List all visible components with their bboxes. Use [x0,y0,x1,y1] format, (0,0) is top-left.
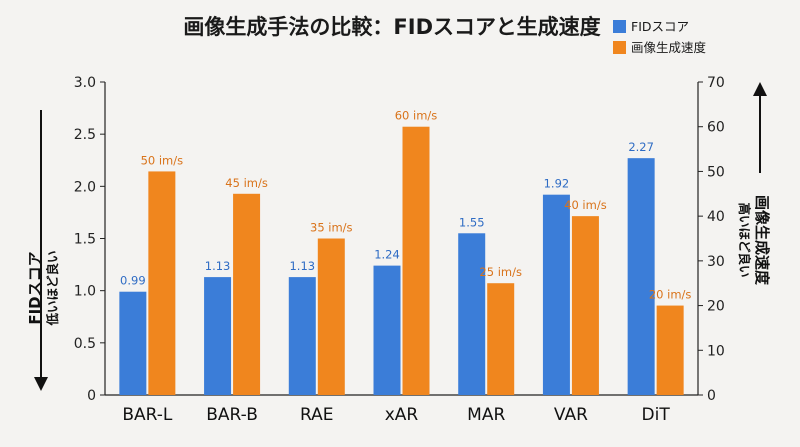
chart-title: 画像生成手法の比較：FIDスコアと生成速度 [183,15,600,39]
right-axis-title: 画像生成速度 高いほど良い [737,195,771,286]
right-axis-arrow [753,82,767,173]
left-tick-label: 0 [87,388,96,404]
left-axis-label: FIDスコア [26,251,44,324]
bar-fid [627,158,655,395]
category-label: VAR [554,405,588,425]
legend-swatch-fid [613,20,626,33]
left-tick-label: 2.0 [74,179,96,195]
right-axis-label: 画像生成速度 [753,195,771,286]
legend: FIDスコア 画像生成速度 [613,19,707,55]
right-tick-label: 30 [707,254,725,270]
left-tick-label: 2.5 [74,127,96,143]
bar-speed [148,171,176,395]
bar-speed [233,193,261,395]
legend-swatch-speed [613,41,626,54]
bar-speed [571,216,599,395]
data-label-speed: 40 im/s [564,198,607,212]
left-axis-arrow [34,110,48,391]
axes: 0 0.5 1.0 1.5 2.0 2.5 3.0 0 10 20 30 40 50 60 70 BAR-L B… [74,75,725,425]
data-label-fid: 1.13 [289,259,315,273]
left-tick-label: 0.5 [74,336,96,352]
data-label-speed: 20 im/s [649,288,692,302]
bar-speed [402,126,430,395]
bar-fid [458,233,486,395]
bars: 0.99 50 im/s 1.13 45 im/s 1.13 35 im/s 1.24 60 … [119,109,691,395]
right-tick-label: 10 [707,343,725,359]
data-label-fid: 2.27 [628,140,654,154]
category-label: MAR [467,405,505,425]
category-label: xAR [385,405,419,425]
data-label-fid: 1.13 [205,259,231,273]
left-axis-title: FIDスコア 低いほど良い [26,250,60,326]
bar-speed [487,283,515,395]
left-axis-sublabel: 低いほど良い [45,250,60,326]
category-label: BAR-L [122,405,173,425]
right-tick-label: 0 [707,388,716,404]
left-tick-label: 1.0 [74,284,96,300]
data-label-speed: 60 im/s [395,109,438,123]
left-tick-label: 1.5 [74,232,96,248]
legend-label-speed: 画像生成速度 [631,40,707,55]
right-tick-label: 20 [707,299,725,315]
bar-fid [542,194,570,395]
right-tick-label: 50 [707,164,725,180]
right-axis-sublabel: 高いほど良い [737,202,752,277]
data-label-speed: 25 im/s [479,265,522,279]
data-label-fid: 0.99 [120,274,146,288]
bar-speed [656,305,684,395]
category-label: BAR-B [206,405,258,425]
right-tick-label: 70 [707,75,725,91]
bar-fid [119,291,147,395]
bar-fid [204,277,232,395]
right-tick-label: 40 [707,209,725,225]
category-label: RAE [300,405,334,425]
right-tick-label: 60 [707,120,725,136]
data-label-speed: 45 im/s [225,176,268,190]
category-label: DiT [642,405,671,425]
bar-fid [373,265,401,395]
bar-fid [288,277,316,395]
data-label-speed: 50 im/s [141,153,184,167]
data-label-fid: 1.55 [459,215,485,229]
data-label-fid: 1.92 [544,177,570,191]
left-tick-label: 3.0 [74,75,96,91]
data-label-fid: 1.24 [374,248,400,262]
data-label-speed: 35 im/s [310,221,353,235]
legend-label-fid: FIDスコア [631,19,689,34]
bar-speed [317,238,345,395]
